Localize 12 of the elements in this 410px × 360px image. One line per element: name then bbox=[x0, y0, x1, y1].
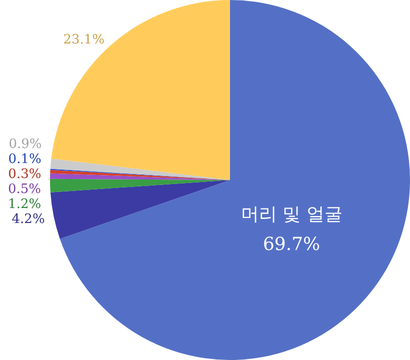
data-label: 0.9% bbox=[8, 136, 42, 152]
data-label: 23.1% bbox=[63, 32, 105, 48]
data-label: 0.3% bbox=[8, 166, 42, 182]
data-label: 0.5% bbox=[8, 182, 42, 197]
pie-slice bbox=[51, 0, 230, 180]
slice-label: 머리 및 얼굴 bbox=[240, 204, 342, 225]
data-label: 1.2% bbox=[8, 196, 42, 212]
data-label: 4.2% bbox=[12, 212, 45, 227]
pie-slice bbox=[50, 180, 230, 239]
pie-slice bbox=[60, 0, 410, 360]
data-label: 0.1% bbox=[8, 152, 42, 167]
data-label: 69.7% bbox=[262, 234, 320, 255]
